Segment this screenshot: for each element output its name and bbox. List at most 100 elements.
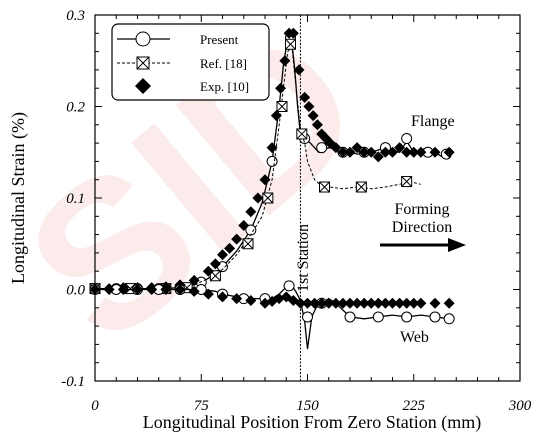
- data-point: [266, 155, 278, 167]
- data-point: [358, 297, 370, 309]
- data-point: [279, 55, 291, 67]
- data-point: [245, 294, 257, 306]
- y-axis-label: Longitudinal Strain (%): [8, 112, 29, 284]
- data-point: [209, 258, 221, 270]
- data-point: [319, 181, 330, 193]
- web-label: Web: [400, 329, 429, 346]
- data-point: [443, 297, 455, 309]
- x-tick-label: 75: [194, 398, 210, 414]
- data-point: [275, 82, 287, 94]
- data-point: [103, 284, 115, 295]
- data-point: [259, 174, 271, 186]
- data-point: [202, 265, 214, 277]
- data-point: [355, 181, 367, 193]
- data-point: [302, 311, 313, 323]
- data-point: [160, 284, 172, 295]
- data-point: [242, 238, 254, 250]
- data-point: [394, 142, 406, 154]
- data-point: [245, 206, 257, 218]
- data-point: [408, 297, 420, 309]
- data-point: [316, 297, 328, 309]
- data-point: [276, 101, 288, 112]
- legend-entry-present: Present: [117, 31, 239, 47]
- data-point: [89, 284, 101, 295]
- data-point: [344, 146, 356, 158]
- data-point: [307, 110, 319, 122]
- data-point: [296, 128, 308, 140]
- data-point: [283, 280, 295, 292]
- data-point: [188, 285, 200, 297]
- data-point: [323, 297, 335, 309]
- data-point: [266, 142, 278, 154]
- x-tick-label: 225: [403, 398, 426, 414]
- data-point: [372, 151, 384, 163]
- data-point: [372, 297, 384, 309]
- axis-tick-labels: 0 75 150 225 300 -0.1 0.0 0.1 0.2 0.3: [61, 8, 532, 414]
- legend-box: [111, 23, 270, 101]
- y-tick-label: -0.1: [61, 374, 85, 390]
- data-point: [429, 311, 441, 323]
- data-point: [224, 242, 236, 254]
- data-point: [358, 146, 370, 158]
- data-point: [311, 119, 323, 131]
- data-point: [415, 146, 427, 158]
- data-point: [217, 291, 228, 303]
- data-point: [337, 297, 349, 309]
- data-point: [262, 192, 274, 204]
- data-point: [238, 219, 250, 231]
- y-tick-label: 0.0: [66, 283, 85, 299]
- legend-label-ref: Ref. [18]: [200, 56, 247, 71]
- data-point: [443, 146, 455, 158]
- data-point: [303, 101, 315, 112]
- data-point: [337, 146, 349, 158]
- legend: Present Ref. [18] Exp. [10]: [111, 23, 270, 101]
- data-point: [387, 297, 398, 309]
- data-point: [330, 142, 342, 154]
- y-tick-label: 0.3: [66, 8, 85, 24]
- data-point: [415, 297, 427, 309]
- data-point: [379, 146, 391, 158]
- data-point: [443, 313, 455, 325]
- legend-label-exp: Exp. [10]: [200, 79, 249, 94]
- legend-entry-ref: Ref. [18]: [117, 56, 247, 71]
- data-point: [408, 146, 420, 158]
- data-point: [188, 274, 200, 286]
- data-point: [401, 297, 413, 309]
- axis-ticks: [94, 14, 521, 382]
- data-point: [293, 64, 305, 76]
- legend-entry-exp: Exp. [10]: [135, 78, 249, 94]
- data-point: [379, 297, 391, 309]
- forming-label: Forming: [394, 201, 449, 218]
- data-point: [217, 249, 228, 261]
- data-point: [231, 293, 243, 305]
- data-point: [330, 297, 342, 309]
- station-label: 1st Station: [295, 224, 312, 292]
- data-point: [401, 176, 413, 188]
- data-point: [132, 284, 143, 295]
- x-axis-label: Longitudinal Position From Zero Station …: [143, 412, 481, 433]
- data-point: [287, 27, 299, 39]
- direction-arrow: [380, 238, 466, 252]
- direction-label: Direction: [392, 219, 452, 236]
- data-point: [387, 146, 398, 158]
- x-tick-label: 150: [296, 398, 319, 414]
- data-point: [351, 142, 363, 154]
- data-point: [394, 297, 406, 309]
- data-point: [351, 297, 363, 309]
- data-point: [401, 311, 413, 323]
- data-point: [401, 133, 413, 145]
- data-point: [344, 311, 356, 323]
- data-point: [316, 142, 328, 154]
- data-point: [117, 284, 129, 295]
- data-point: [252, 192, 264, 204]
- data-point: [294, 297, 306, 309]
- legend-label-present: Present: [200, 32, 239, 47]
- y-tick-label: 0.2: [66, 100, 85, 116]
- data-point: [372, 311, 384, 323]
- data-point: [429, 146, 441, 158]
- y-tick-label: 0.1: [66, 191, 85, 207]
- data-point: [174, 284, 186, 295]
- data-point: [285, 38, 296, 50]
- data-point: [344, 297, 356, 309]
